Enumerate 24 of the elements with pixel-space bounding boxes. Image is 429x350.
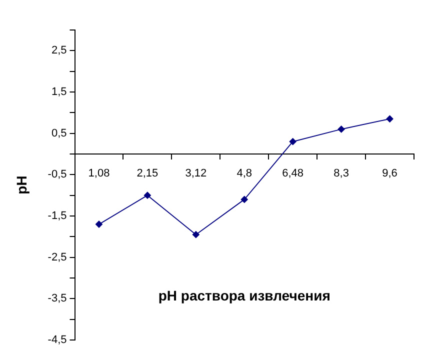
point <box>386 115 394 122</box>
y-tick-label: -0,5 <box>48 168 67 181</box>
y-tick-label: -1,5 <box>48 210 67 222</box>
point <box>192 231 200 238</box>
point <box>144 192 151 199</box>
y-tick-label: -3,5 <box>48 292 67 305</box>
point <box>338 126 345 133</box>
y-tick-label: -4,5 <box>48 334 67 346</box>
x-tick-label: 4,8 <box>236 168 252 180</box>
point <box>95 220 102 228</box>
point <box>289 138 296 146</box>
y-tick-label: 2,5 <box>51 44 67 57</box>
x-tick-label: 2,15 <box>136 168 158 180</box>
y-tick-label: 0,5 <box>51 127 67 140</box>
x-tick-label: 3,12 <box>185 168 207 180</box>
x-axis-title: pH раствора извлечения <box>158 287 330 304</box>
point <box>240 196 248 203</box>
x-tick-label: 1,08 <box>88 168 110 180</box>
y-tick-label: 1,5 <box>51 86 67 98</box>
y-axis-title: pH <box>13 176 30 194</box>
y-tick-label: -2,5 <box>48 251 67 264</box>
x-tick-label: 6,48 <box>282 168 304 180</box>
x-tick-label: 9,6 <box>382 168 398 180</box>
x-tick-label: 8,3 <box>334 168 349 180</box>
